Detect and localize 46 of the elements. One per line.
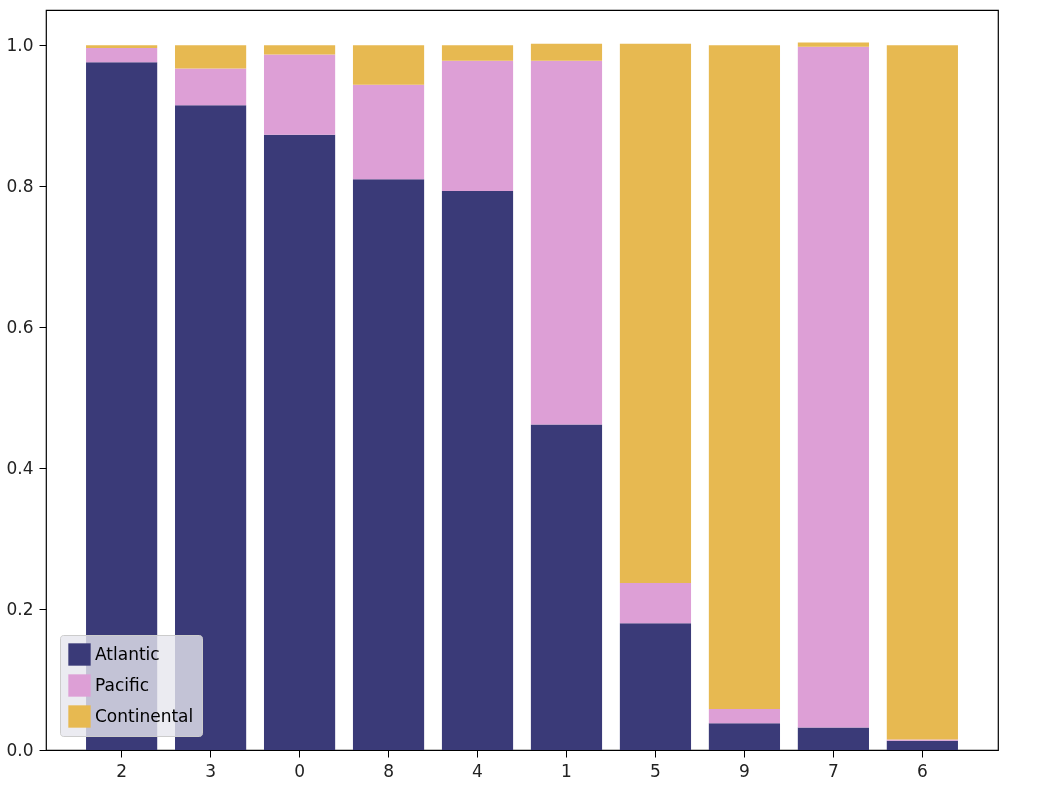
- bar: [441, 45, 514, 61]
- bar: [263, 134, 336, 750]
- y-tick-label: 0.6: [6, 316, 34, 337]
- y-tick-label: 1.0: [6, 34, 34, 55]
- x-tick-label: 2: [116, 760, 128, 781]
- bar: [86, 48, 158, 63]
- bar: [619, 623, 692, 750]
- bar: [352, 45, 425, 85]
- bar: [530, 43, 603, 61]
- bar: [263, 45, 336, 55]
- x-tick-label: 4: [472, 760, 483, 781]
- bar: [708, 45, 781, 710]
- bar: [352, 84, 425, 180]
- bar: [86, 45, 158, 49]
- bar: [619, 43, 692, 583]
- bar: [619, 582, 692, 624]
- x-tick-label: 9: [739, 760, 750, 781]
- bar: [175, 68, 247, 106]
- y-tick-label: 0.8: [6, 175, 34, 196]
- x-tick-label: 5: [650, 760, 661, 781]
- bar: [263, 54, 336, 135]
- bar: [797, 727, 869, 750]
- bar: [530, 424, 603, 750]
- bar: [441, 60, 514, 192]
- x-tick-label: 6: [916, 760, 928, 781]
- x-tick-label: 8: [383, 760, 394, 781]
- bar: [352, 179, 425, 750]
- x-tick-label: 3: [205, 760, 217, 781]
- y-tick-label: 0.0: [6, 739, 34, 760]
- bar: [886, 740, 958, 750]
- legend-label: Atlantic: [95, 643, 160, 664]
- y-tick-label: 0.2: [6, 598, 34, 619]
- bar: [441, 191, 514, 750]
- bar: [886, 45, 958, 740]
- bar: [708, 709, 781, 724]
- x-tick-label: 7: [827, 760, 839, 781]
- bar: [708, 723, 781, 750]
- x-tick-label: 0: [294, 760, 305, 781]
- bar: [175, 45, 247, 69]
- bar: [797, 42, 869, 47]
- x-tick-label: 1: [561, 760, 572, 781]
- legend-label: Continental: [95, 705, 194, 726]
- bar: [530, 60, 603, 425]
- bar: [797, 46, 869, 728]
- legend-label: Pacific: [95, 674, 150, 695]
- y-tick-label: 0.4: [6, 457, 34, 478]
